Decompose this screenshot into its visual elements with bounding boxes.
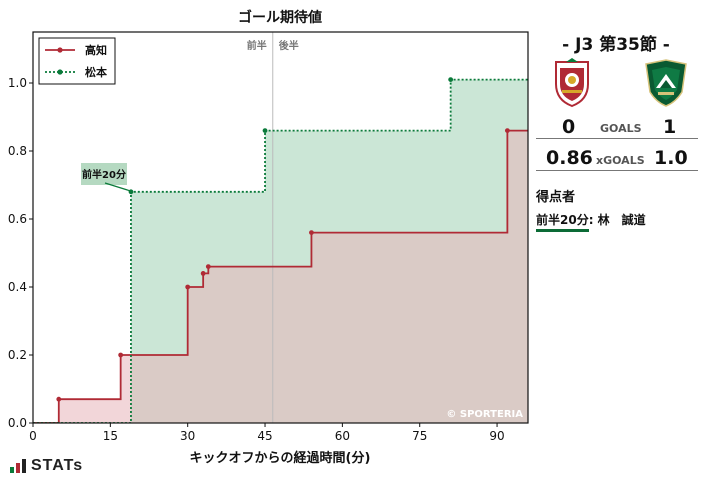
x-axis-label: キックオフからの経過時間(分) (190, 450, 371, 466)
scorer-time: 前半20分 (536, 211, 589, 232)
brand-logo: STATs (10, 456, 83, 476)
away-team-crest-icon (645, 59, 687, 107)
data-point-home (504, 128, 510, 134)
goals-label: GOALS (600, 122, 642, 135)
second-half-label: 後半 (279, 39, 299, 52)
x-tick-label: 15 (103, 429, 118, 443)
y-tick-label: 0.8 (8, 144, 27, 158)
away-goals: 1 (663, 116, 677, 138)
goals-row: 0 GOALS 1 (536, 116, 698, 139)
plot-area (33, 32, 528, 423)
home-xgoals: 0.86 (546, 147, 593, 169)
x-tick-label: 60 (335, 429, 350, 443)
x-tick-label: 90 (489, 429, 504, 443)
match-title: - J3 第35節 - (562, 35, 670, 55)
data-point-home (56, 396, 62, 402)
away-xgoals: 1.0 (654, 147, 688, 169)
series-line-home (33, 129, 528, 423)
data-point-home (205, 264, 211, 269)
axes: 0 15 30 45 60 75 90 0.0 0.2 0.4 0.6 0.8 1.0 前半 後半 高知松本前… (8, 31, 529, 443)
annotation-pointer (104, 182, 131, 192)
legend-label: 松本 (85, 65, 107, 79)
data-point-home (118, 352, 124, 358)
legend-marker (57, 69, 63, 75)
y-tick-label: 0.4 (8, 280, 27, 294)
scorer-entry: 前半20分: 林 誠道 (536, 211, 646, 232)
xgoals-row: 0.86 xGOALS 1.0 (536, 146, 698, 171)
scorers-heading: 得点者 (536, 190, 576, 205)
data-point-home (309, 230, 314, 236)
data-point-home (185, 284, 191, 290)
annotation-label: 前半20分 (82, 168, 126, 181)
x-tick-label: 75 (412, 429, 427, 443)
legend-label: 高知 (85, 43, 107, 57)
y-tick-label: 1.0 (8, 76, 27, 90)
xgoals-label: xGOALS (596, 154, 645, 167)
first-half-label: 前半 (247, 39, 267, 52)
legend-marker (57, 47, 63, 53)
scorer-name: : 林 誠道 (588, 213, 646, 227)
data-point-away (262, 128, 268, 134)
series-line-away (33, 78, 528, 423)
x-tick-label: 45 (257, 429, 272, 443)
y-tick-label: 0.0 (8, 416, 27, 430)
data-point-away (448, 77, 454, 82)
chart-title: ゴール期待値 (238, 9, 322, 26)
stats-logo-icon (10, 459, 26, 473)
watermark: © SPORTERIA (446, 409, 523, 420)
home-team-crest-icon (555, 58, 589, 108)
brand-name: STATs (31, 457, 84, 474)
x-tick-label: 30 (180, 429, 195, 443)
legend-box (38, 37, 116, 85)
y-tick-label: 0.6 (8, 212, 27, 226)
annotation-box (81, 163, 127, 185)
y-tick-label: 0.2 (8, 348, 27, 362)
home-goals: 0 (562, 116, 576, 138)
series-fill-home (33, 130, 528, 423)
x-tick-label: 0 (29, 429, 37, 443)
data-point-home (200, 271, 206, 276)
plot-frame (32, 31, 529, 424)
